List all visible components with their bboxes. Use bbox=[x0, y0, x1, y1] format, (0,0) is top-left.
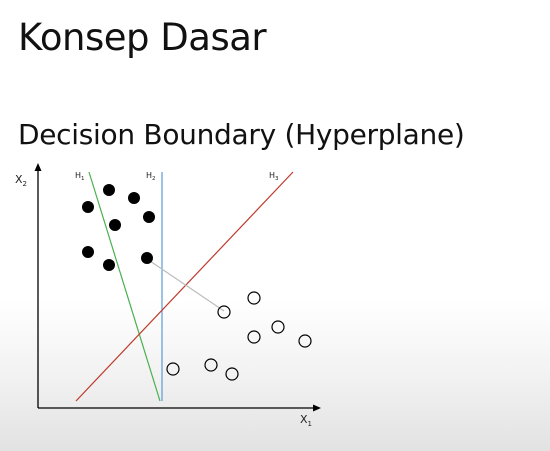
hollow-point bbox=[204, 358, 218, 372]
hollow-point bbox=[247, 291, 261, 305]
hollow-point bbox=[298, 334, 312, 348]
filled-point bbox=[143, 211, 155, 223]
class-negative-points bbox=[166, 291, 312, 381]
slide-subtitle: Decision Boundary (Hyperplane) bbox=[18, 118, 465, 151]
hyperplane-h2-label: H2 bbox=[146, 171, 156, 182]
hyperplane-h3-label: H3 bbox=[269, 171, 279, 182]
filled-point bbox=[103, 184, 115, 196]
hollow-point bbox=[247, 330, 261, 344]
hollow-point bbox=[225, 367, 239, 381]
y-axis-label: X2 bbox=[15, 173, 27, 188]
x-axis-arrow bbox=[313, 404, 321, 412]
slide-title: Konsep Dasar bbox=[18, 16, 267, 59]
margin-connector-line bbox=[146, 258, 225, 312]
y-axis-arrow bbox=[34, 163, 42, 171]
filled-point bbox=[103, 259, 115, 271]
filled-point bbox=[109, 219, 121, 231]
hyperplane-h1-line bbox=[88, 171, 161, 402]
x-axis-label: X1 bbox=[300, 413, 312, 428]
hollow-point bbox=[166, 362, 180, 376]
filled-point bbox=[82, 201, 94, 213]
class-positive-points bbox=[82, 184, 155, 271]
hyperplane-h1-label: H1 bbox=[75, 171, 85, 182]
hyperplane-h3-line bbox=[75, 171, 294, 402]
filled-point bbox=[128, 192, 140, 204]
filled-point bbox=[141, 252, 153, 264]
hollow-point bbox=[271, 320, 285, 334]
filled-point bbox=[82, 246, 94, 258]
hollow-point bbox=[217, 305, 231, 319]
